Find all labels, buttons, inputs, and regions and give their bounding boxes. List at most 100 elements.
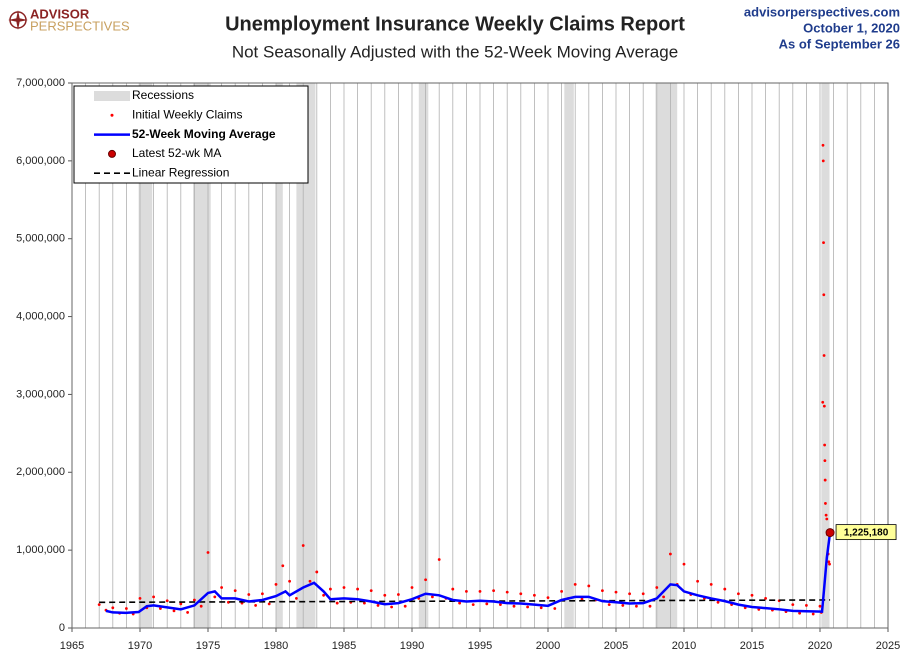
- x-tick-label: 1985: [332, 640, 356, 652]
- claims-point: [587, 584, 591, 588]
- claims-point: [822, 404, 826, 408]
- claims-point: [614, 590, 618, 594]
- y-tick-label: 1,000,000: [16, 544, 65, 556]
- x-tick-label: 1980: [264, 640, 288, 652]
- claims-point: [519, 592, 523, 596]
- claims-point: [152, 595, 156, 599]
- x-tick-label: 2020: [808, 640, 832, 652]
- claims-point: [247, 593, 251, 596]
- claims-point: [227, 600, 230, 604]
- latest-marker: [825, 528, 835, 538]
- y-tick-label: 4,000,000: [16, 310, 65, 322]
- claims-point: [390, 605, 393, 609]
- source-date: As of September 26: [779, 36, 900, 51]
- claims-point: [220, 586, 224, 589]
- claims-point: [823, 443, 827, 447]
- y-tick-label: 7,000,000: [16, 77, 65, 89]
- recession-band: [655, 83, 678, 628]
- legend-label: Linear Regression: [132, 165, 229, 179]
- claims-point: [560, 590, 563, 593]
- claims-point: [315, 570, 319, 574]
- claims-point: [573, 583, 577, 586]
- claims-point: [533, 593, 536, 597]
- claims-point: [512, 604, 516, 608]
- source: advisorperspectives.com: [744, 4, 900, 19]
- claims-point: [397, 593, 400, 596]
- legend-swatch: [94, 91, 130, 101]
- claims-point: [648, 604, 652, 608]
- claims-point: [97, 603, 101, 607]
- claims-point: [539, 606, 543, 610]
- claims-point: [179, 602, 183, 606]
- claims-point: [335, 601, 339, 605]
- recession-band: [418, 83, 429, 628]
- claims-point: [805, 604, 808, 607]
- claims-point: [369, 589, 373, 593]
- claims-point: [791, 603, 795, 607]
- claims-point: [822, 241, 825, 245]
- claims-point: [821, 159, 825, 163]
- claims-point: [301, 544, 305, 547]
- claims-point: [709, 583, 713, 586]
- recession-band: [138, 83, 153, 628]
- claims-point: [376, 604, 380, 607]
- x-tick-label: 1990: [400, 640, 424, 652]
- claims-point: [628, 592, 631, 596]
- x-tick-label: 1995: [468, 640, 492, 652]
- claims-point: [827, 560, 831, 564]
- claims-point: [308, 579, 312, 583]
- claims-point: [403, 604, 407, 608]
- legend-swatch: [108, 149, 116, 158]
- claims-point: [125, 607, 128, 610]
- claims-point: [723, 587, 727, 591]
- claims-point: [478, 590, 482, 593]
- logo-text: PERSPECTIVES: [30, 18, 130, 33]
- legend-swatch: [110, 113, 114, 117]
- claims-point: [363, 601, 366, 605]
- claims-point: [526, 605, 529, 609]
- claims-point: [356, 587, 359, 591]
- x-tick-label: 2015: [740, 640, 764, 652]
- source-date: October 1, 2020: [803, 20, 900, 35]
- claims-point: [580, 597, 584, 601]
- claims-point: [295, 597, 298, 600]
- claims-point: [254, 604, 257, 607]
- claims-point: [383, 593, 387, 597]
- claims-point: [138, 597, 142, 600]
- legend-label: Initial Weekly Claims: [132, 107, 242, 121]
- claims-point: [329, 587, 332, 591]
- y-tick-label: 5,000,000: [16, 233, 65, 245]
- claims-point: [499, 603, 502, 607]
- claims-point: [186, 611, 190, 614]
- claims-point: [798, 611, 801, 615]
- claims-point: [824, 502, 827, 505]
- claims-point: [322, 593, 325, 597]
- x-tick-label: 2025: [876, 640, 900, 652]
- claims-point: [737, 592, 740, 596]
- claims-point: [471, 603, 475, 607]
- claims-point: [811, 612, 815, 616]
- claims-point: [165, 599, 169, 603]
- logo-text: ADVISOR: [30, 6, 90, 21]
- claims-point: [818, 604, 822, 608]
- claims-point: [206, 551, 210, 554]
- y-tick-label: 3,000,000: [16, 388, 65, 400]
- claims-point: [635, 604, 638, 608]
- claims-point: [451, 587, 455, 591]
- chart-title: Unemployment Insurance Weekly Claims Rep…: [225, 13, 685, 35]
- x-tick-label: 2005: [604, 640, 628, 652]
- plot-area: 1965 1970 1975 1980 1985 1990 1995 2000 2005 2010…: [16, 77, 900, 652]
- plot-frame: [71, 82, 889, 629]
- value-label: 1,225,180: [844, 527, 889, 538]
- claims-point: [824, 513, 828, 517]
- claims-point: [641, 592, 645, 596]
- claims-point: [193, 598, 196, 602]
- claims-point: [828, 562, 831, 566]
- y-tick-label: 6,000,000: [16, 155, 65, 167]
- claims-point: [696, 579, 699, 583]
- logo: ADVISOR PERSPECTIVES: [8, 6, 130, 33]
- legend-label: 52-Week Moving Average: [132, 127, 276, 141]
- claims-point: [750, 593, 754, 597]
- claims-point: [546, 596, 550, 600]
